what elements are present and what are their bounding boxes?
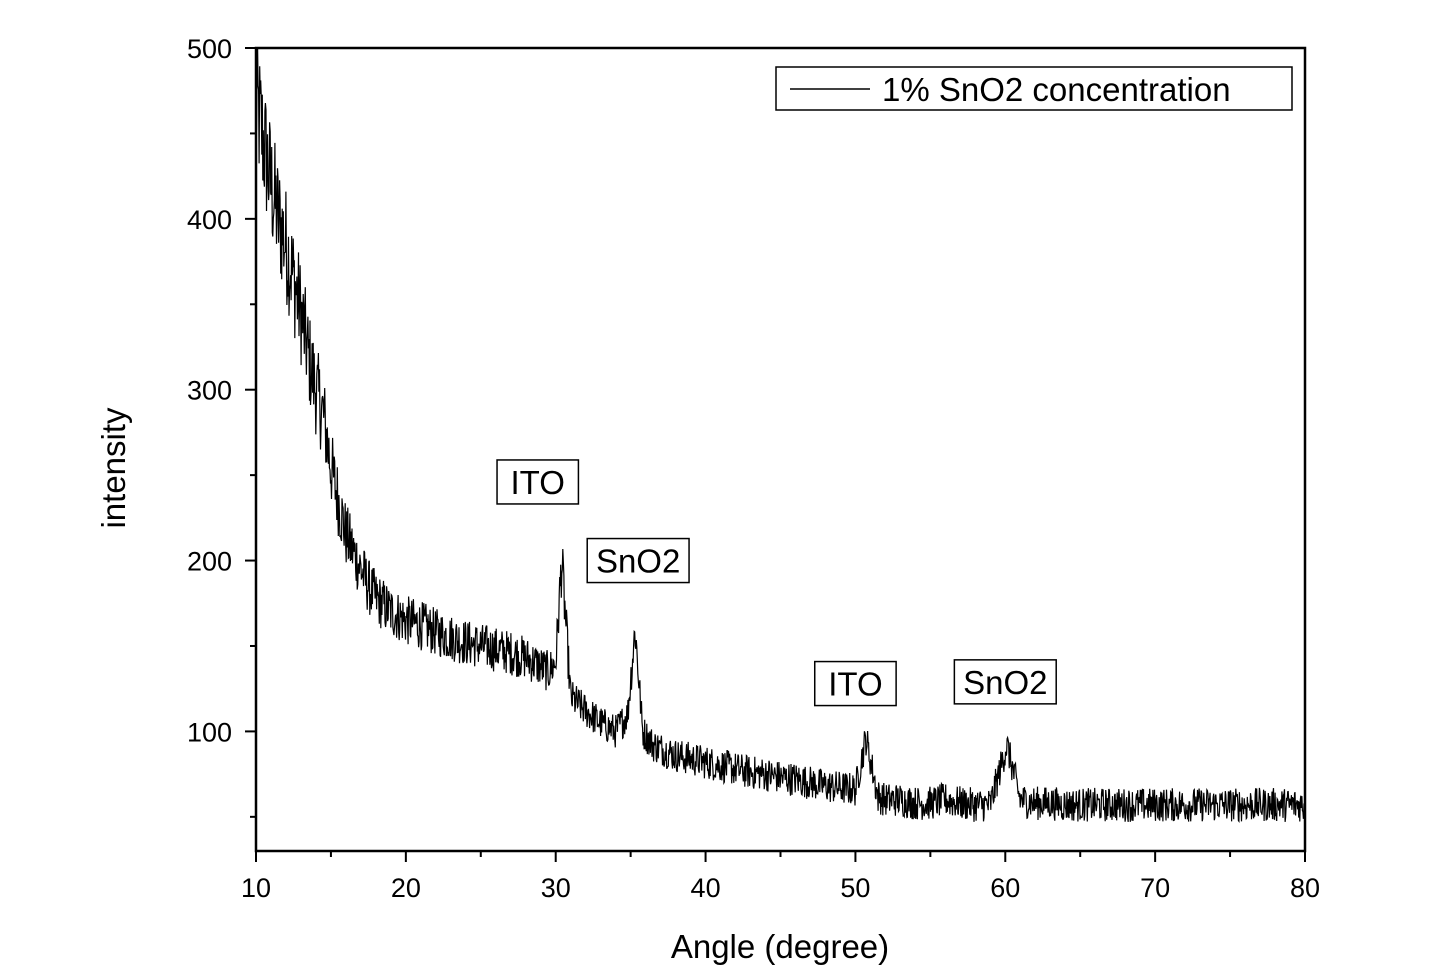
annotation-box (586, 537, 690, 584)
legend-label: 1% SnO2 concentration (882, 71, 1231, 108)
x-tick-label: 60 (990, 873, 1020, 903)
x-tick-label: 80 (1290, 873, 1320, 903)
y-tick-label: 200 (187, 547, 232, 577)
axis-ticks (245, 47, 1306, 862)
plot-frame (254, 46, 1307, 853)
axis-tick-labels: 10 20 30 40 50 60 70 80 100 200 300 400 500 (187, 34, 1320, 903)
y-tick-label: 100 (187, 717, 232, 747)
legend: 1% SnO2 concentration (775, 66, 1293, 111)
y-tick-label: 300 (187, 376, 232, 406)
annotation-box (953, 659, 1057, 705)
peak-annotations: ITO SnO2 ITO SnO2 (496, 459, 1057, 707)
annotation-box (496, 459, 580, 505)
plot-area (255, 47, 1306, 824)
x-tick-label: 50 (840, 873, 870, 903)
y-tick-label: 400 (187, 205, 232, 235)
x-tick-label: 40 (691, 873, 721, 903)
x-axis-label: Angle (degree) (671, 928, 889, 965)
annotation-label: SnO2 (596, 543, 680, 580)
x-tick-label: 30 (541, 873, 571, 903)
x-tick-label: 10 (241, 873, 271, 903)
y-tick-label: 500 (187, 34, 232, 64)
annotation-label: ITO (828, 666, 882, 703)
series-line (255, 47, 1306, 824)
annotation-label: ITO (511, 464, 565, 501)
annotation-label: SnO2 (963, 664, 1047, 701)
x-tick-label: 20 (391, 873, 421, 903)
x-tick-label: 70 (1140, 873, 1170, 903)
y-axis-label: intensity (95, 407, 132, 529)
annotation-box (813, 660, 897, 707)
